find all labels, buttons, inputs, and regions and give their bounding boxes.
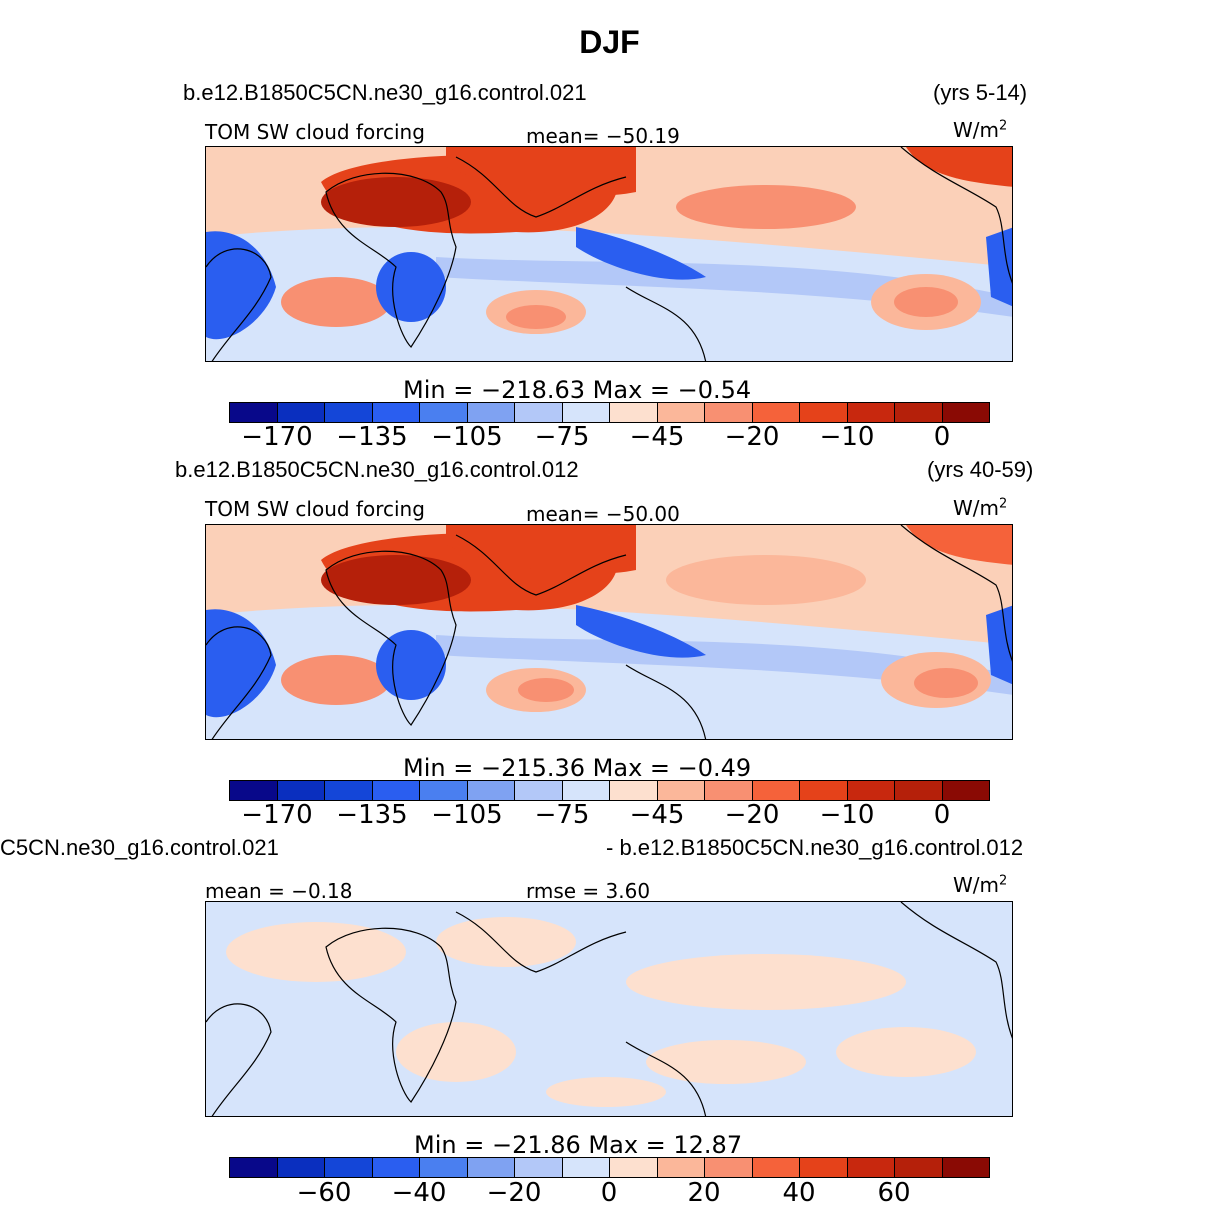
panel1-cbar-label: −105 (431, 422, 503, 452)
panel3-colorbar (229, 1157, 990, 1178)
panel2-colorbar (229, 780, 990, 801)
panel3-cbar-label: 60 (877, 1178, 911, 1208)
panel2-cbar-label: −170 (241, 800, 313, 830)
panel3-cbar-label: 0 (600, 1178, 618, 1208)
panel3-mean: mean = −0.18 (205, 879, 353, 903)
panel2-map (205, 524, 1013, 740)
panel3-case-left: C5CN.ne30_g16.control.021 (0, 835, 279, 860)
panel2-cbar-label: −20 (724, 800, 780, 830)
panel1-cbar-label: −45 (629, 422, 685, 452)
panel2-minmax: Min = −215.36 Max = −0.49 (403, 754, 752, 782)
panel1-mean: mean= −50.19 (526, 124, 680, 148)
panel1-variable: TOM SW cloud forcing (205, 120, 425, 144)
panel1-case-left: b.e12.B1850C5CN.ne30_g16.control.021 (183, 80, 587, 105)
page-title: DJF (579, 24, 640, 60)
panel1-case-right: (yrs 5-14) (933, 80, 1028, 105)
panel3-units: W/m2 (953, 873, 1008, 897)
panel2-cbar-label: −45 (629, 800, 685, 830)
panel3-map (205, 901, 1013, 1117)
panel1-cbar-label: −10 (819, 422, 875, 452)
panel1-cbar-label: −170 (241, 422, 313, 452)
panel3-cbar-label: −40 (391, 1178, 447, 1208)
panel1-colorbar (229, 402, 990, 423)
panel3-minmax: Min = −21.86 Max = 12.87 (414, 1131, 743, 1159)
panel2-units: W/m2 (953, 496, 1008, 520)
panel2-cbar-label: −135 (336, 800, 408, 830)
panel1-cbar-label: −20 (724, 422, 780, 452)
panel3-case-right: - b.e12.B1850C5CN.ne30_g16.control.012 (606, 835, 1024, 860)
panel1-cbar-label: −75 (534, 422, 590, 452)
panel2-cbar-label: −75 (534, 800, 590, 830)
panel3-rmse: rmse = 3.60 (526, 879, 651, 903)
panel3-cbar-label: 20 (687, 1178, 721, 1208)
panel2-mean: mean= −50.00 (526, 502, 680, 526)
panel2-cbar-label: −10 (819, 800, 875, 830)
panel1-units: W/m2 (953, 118, 1008, 142)
panel2-cbar-label: −105 (431, 800, 503, 830)
panel2-variable: TOM SW cloud forcing (205, 497, 425, 521)
panel2-case-left: b.e12.B1850C5CN.ne30_g16.control.012 (175, 457, 579, 482)
panel3-cbar-label: −60 (296, 1178, 352, 1208)
panel1-cbar-label: 0 (933, 422, 951, 452)
panel3-cbar-label: −20 (486, 1178, 542, 1208)
panel1-map (205, 146, 1013, 362)
panel2-case-right: (yrs 40-59) (927, 457, 1034, 482)
panel3-cbar-label: 40 (782, 1178, 816, 1208)
panel2-cbar-label: 0 (933, 800, 951, 830)
panel1-minmax: Min = −218.63 Max = −0.54 (403, 376, 752, 404)
panel1-cbar-label: −135 (336, 422, 408, 452)
